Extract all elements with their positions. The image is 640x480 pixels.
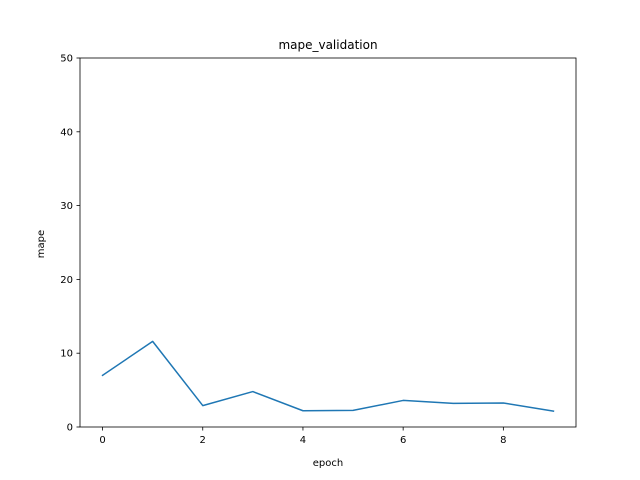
x-tick-label: 2 [200, 435, 206, 446]
axes-frame [79, 57, 577, 428]
x-tick-label: 8 [500, 435, 506, 446]
plot-area: 0 2 4 6 8 0 10 20 30 40 50 [60, 54, 577, 446]
x-axis-label: epoch [313, 458, 343, 469]
y-tick-label: 10 [60, 349, 73, 360]
y-axis-label: mape [36, 230, 47, 258]
chart-title: mape_validation [278, 38, 377, 52]
x-tick-label: 0 [99, 435, 105, 446]
y-tick-label: 50 [60, 54, 73, 65]
x-tick-label: 6 [400, 435, 406, 446]
y-tick-label: 30 [60, 201, 73, 212]
x-tick-label: 4 [300, 435, 306, 446]
y-tick-label: 40 [60, 127, 73, 138]
series-line-0 [101, 340, 555, 412]
y-tick-label: 0 [67, 423, 73, 434]
y-tick-label: 20 [60, 275, 73, 286]
